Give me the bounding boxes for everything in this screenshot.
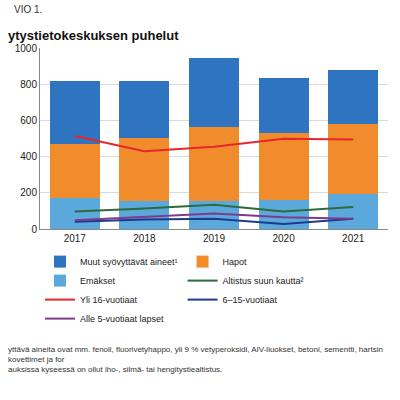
svg-text:2019: 2019 [203,233,226,244]
svg-text:Alle 5-vuotiaat lapset: Alle 5-vuotiaat lapset [80,314,164,324]
svg-text:Emäkset: Emäkset [80,276,116,286]
svg-text:0: 0 [31,224,37,235]
html-text:auksissa kyseessä on ollut iho: auksissa kyseessä on ollut iho-, silmä- … [8,365,223,374]
svg-text:Muut syövyttävät aineet¹: Muut syövyttävät aineet¹ [80,257,178,267]
svg-text:ytystietokeskuksen puhelut: ytystietokeskuksen puhelut [8,28,179,43]
svg-text:6–15-vuotiaat: 6–15-vuotiaat [223,295,278,305]
svg-text:2020: 2020 [272,233,295,244]
svg-text:1000: 1000 [15,43,38,54]
svg-text:Altistus suun kautta²: Altistus suun kautta² [223,276,304,286]
svg-text:Yli 16-vuotiaat: Yli 16-vuotiaat [80,295,138,305]
svg-text:2017: 2017 [64,233,87,244]
svg-text:400: 400 [20,151,37,162]
svg-text:2018: 2018 [133,233,156,244]
svg-text:800: 800 [20,79,37,90]
svg-text:2021: 2021 [342,233,365,244]
svg-text:600: 600 [20,115,37,126]
svg-text:VIO 1.: VIO 1. [14,4,42,15]
svg-text:Hapot: Hapot [223,257,248,267]
svg-text:200: 200 [20,187,37,198]
html-text:yttävä aineita ovat mm. fenoli: yttävä aineita ovat mm. fenoli, fluorive… [8,345,383,364]
